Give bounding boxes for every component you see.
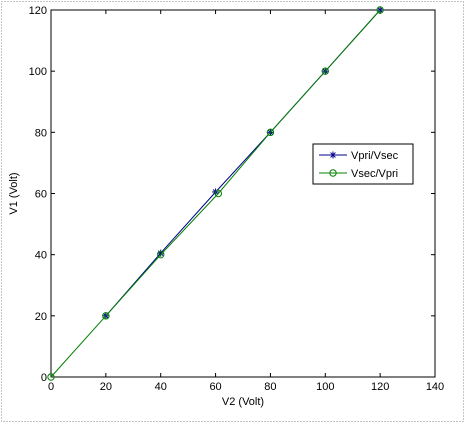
x-tick-label: 140: [426, 381, 444, 393]
legend: Vpri/Vsec Vsec/Vpri: [312, 143, 414, 185]
y-tick-label: 0: [41, 372, 47, 384]
series-line: [50, 9, 381, 378]
x-tick-label: 80: [264, 381, 276, 393]
legend-label: Vsec/Vpri: [351, 168, 398, 180]
circle-marker: [321, 67, 329, 75]
x-tick-label: 60: [209, 381, 221, 393]
axis-tick-labels: 0 20 40 60 80 100 120 140 0 20 40 60 80 100 120: [29, 5, 445, 393]
circle-marker: [102, 312, 110, 320]
circle-marker: [376, 6, 384, 14]
figure-border: [1, 1, 464, 422]
x-tick-label: 40: [155, 381, 167, 393]
x-tick-label: 100: [316, 381, 334, 393]
y-tick-label: 40: [35, 250, 47, 262]
circle-marker: [329, 169, 337, 177]
series-2: [47, 6, 384, 381]
circle-marker: [157, 250, 165, 259]
y-tick-label: 80: [35, 127, 47, 139]
marker-stroke: [330, 152, 336, 158]
circle-marker: [214, 189, 223, 198]
circle-marker: [47, 373, 55, 381]
legend-item: Vpri/Vsec: [319, 150, 399, 162]
x-tick-label: 120: [371, 381, 389, 393]
x-axis-label: V2 (Volt): [222, 396, 264, 408]
x-tick-label: 20: [100, 381, 112, 393]
asterisk-marker: [329, 151, 337, 159]
axis-ticks: [50, 9, 436, 378]
y-axis-label: V1 (Volt): [8, 172, 20, 214]
legend-label: Vpri/Vsec: [351, 150, 399, 162]
y-tick-label: 100: [29, 66, 47, 78]
y-tick-label: 20: [35, 311, 47, 323]
axes-box: [50, 9, 436, 378]
y-tick-label: 120: [29, 5, 47, 17]
legend-item: Vsec/Vpri: [319, 168, 398, 180]
series-layer: [47, 6, 384, 381]
y-tick-label: 60: [35, 189, 47, 201]
x-tick-label: 0: [48, 381, 54, 393]
circle-marker: [266, 128, 275, 137]
legend-box: [312, 143, 414, 185]
